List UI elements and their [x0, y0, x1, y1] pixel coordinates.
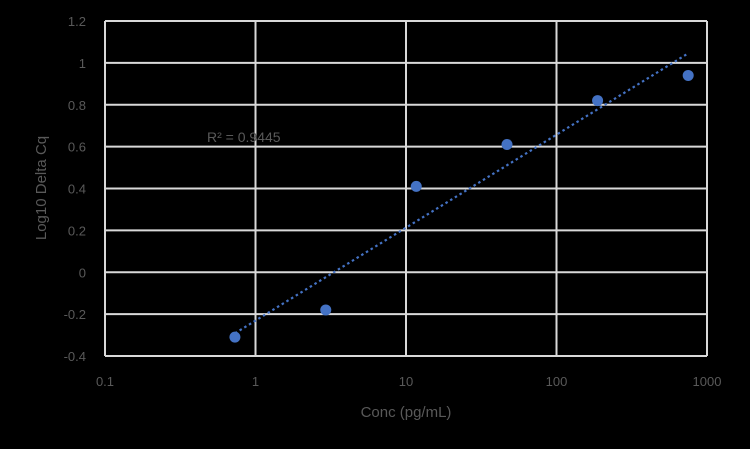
- y-tick-label: -0.4: [64, 349, 86, 364]
- data-point: [501, 139, 513, 151]
- x-tick-label: 100: [546, 374, 568, 389]
- x-tick-label: 0.1: [96, 374, 114, 389]
- x-tick-label: 1000: [693, 374, 722, 389]
- data-point: [682, 69, 694, 81]
- y-tick-label: 1: [79, 56, 86, 71]
- y-tick-label: 0.6: [68, 140, 86, 155]
- y-tick-label: 0.2: [68, 223, 86, 238]
- x-tick-label: 10: [399, 374, 413, 389]
- y-tick-label: 1.2: [68, 14, 86, 29]
- y-tick-label: 0.4: [68, 182, 86, 197]
- trendline: [234, 52, 689, 335]
- y-tick-label: -0.2: [64, 307, 86, 322]
- data-point: [229, 331, 241, 343]
- x-tick-label: 1: [252, 374, 259, 389]
- data-point: [592, 95, 604, 107]
- data-point: [410, 180, 422, 192]
- gridlines: [104, 20, 708, 357]
- y-axis-title: Log10 Delta Cq: [33, 136, 50, 240]
- trendline-path: [234, 52, 689, 335]
- data-point: [320, 304, 332, 316]
- y-tick-label: 0: [79, 265, 86, 280]
- x-axis-tick-labels: 0.1 1 10 100 1000: [96, 374, 722, 389]
- x-axis-title: Conc (pg/mL): [361, 404, 452, 421]
- y-axis-tick-labels: -0.4 -0.2 0 0.2 0.4 0.6 0.8 1 1.2: [64, 14, 86, 364]
- data-points: [229, 69, 694, 343]
- y-tick-label: 0.8: [68, 98, 86, 113]
- r-squared-annotation: R² = 0.9445: [207, 129, 281, 145]
